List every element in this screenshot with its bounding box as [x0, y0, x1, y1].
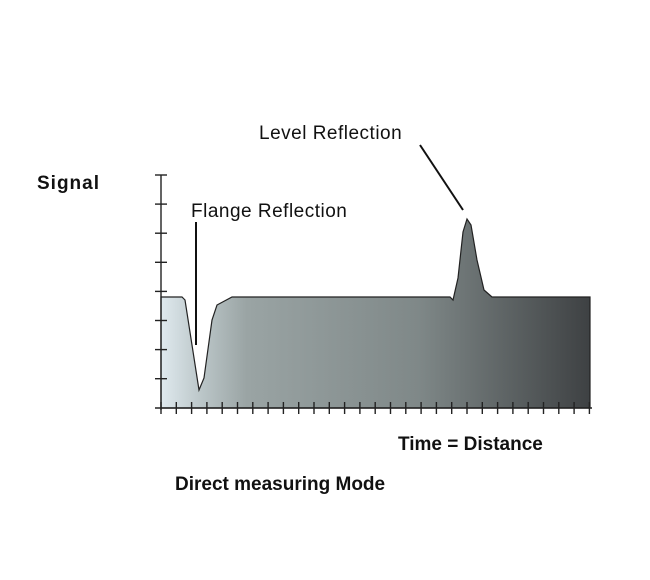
level-pointer-line — [419, 144, 464, 211]
level-reflection-label: Level Reflection — [259, 123, 402, 144]
flange-reflection-label: Flange Reflection — [191, 201, 347, 222]
y-axis-label: Signal — [37, 173, 100, 194]
signal-area — [160, 217, 591, 409]
x-axis-label: Time = Distance — [398, 434, 543, 455]
x-axis — [155, 402, 592, 414]
caption: Direct measuring Mode — [175, 474, 385, 495]
y-axis — [155, 174, 167, 410]
